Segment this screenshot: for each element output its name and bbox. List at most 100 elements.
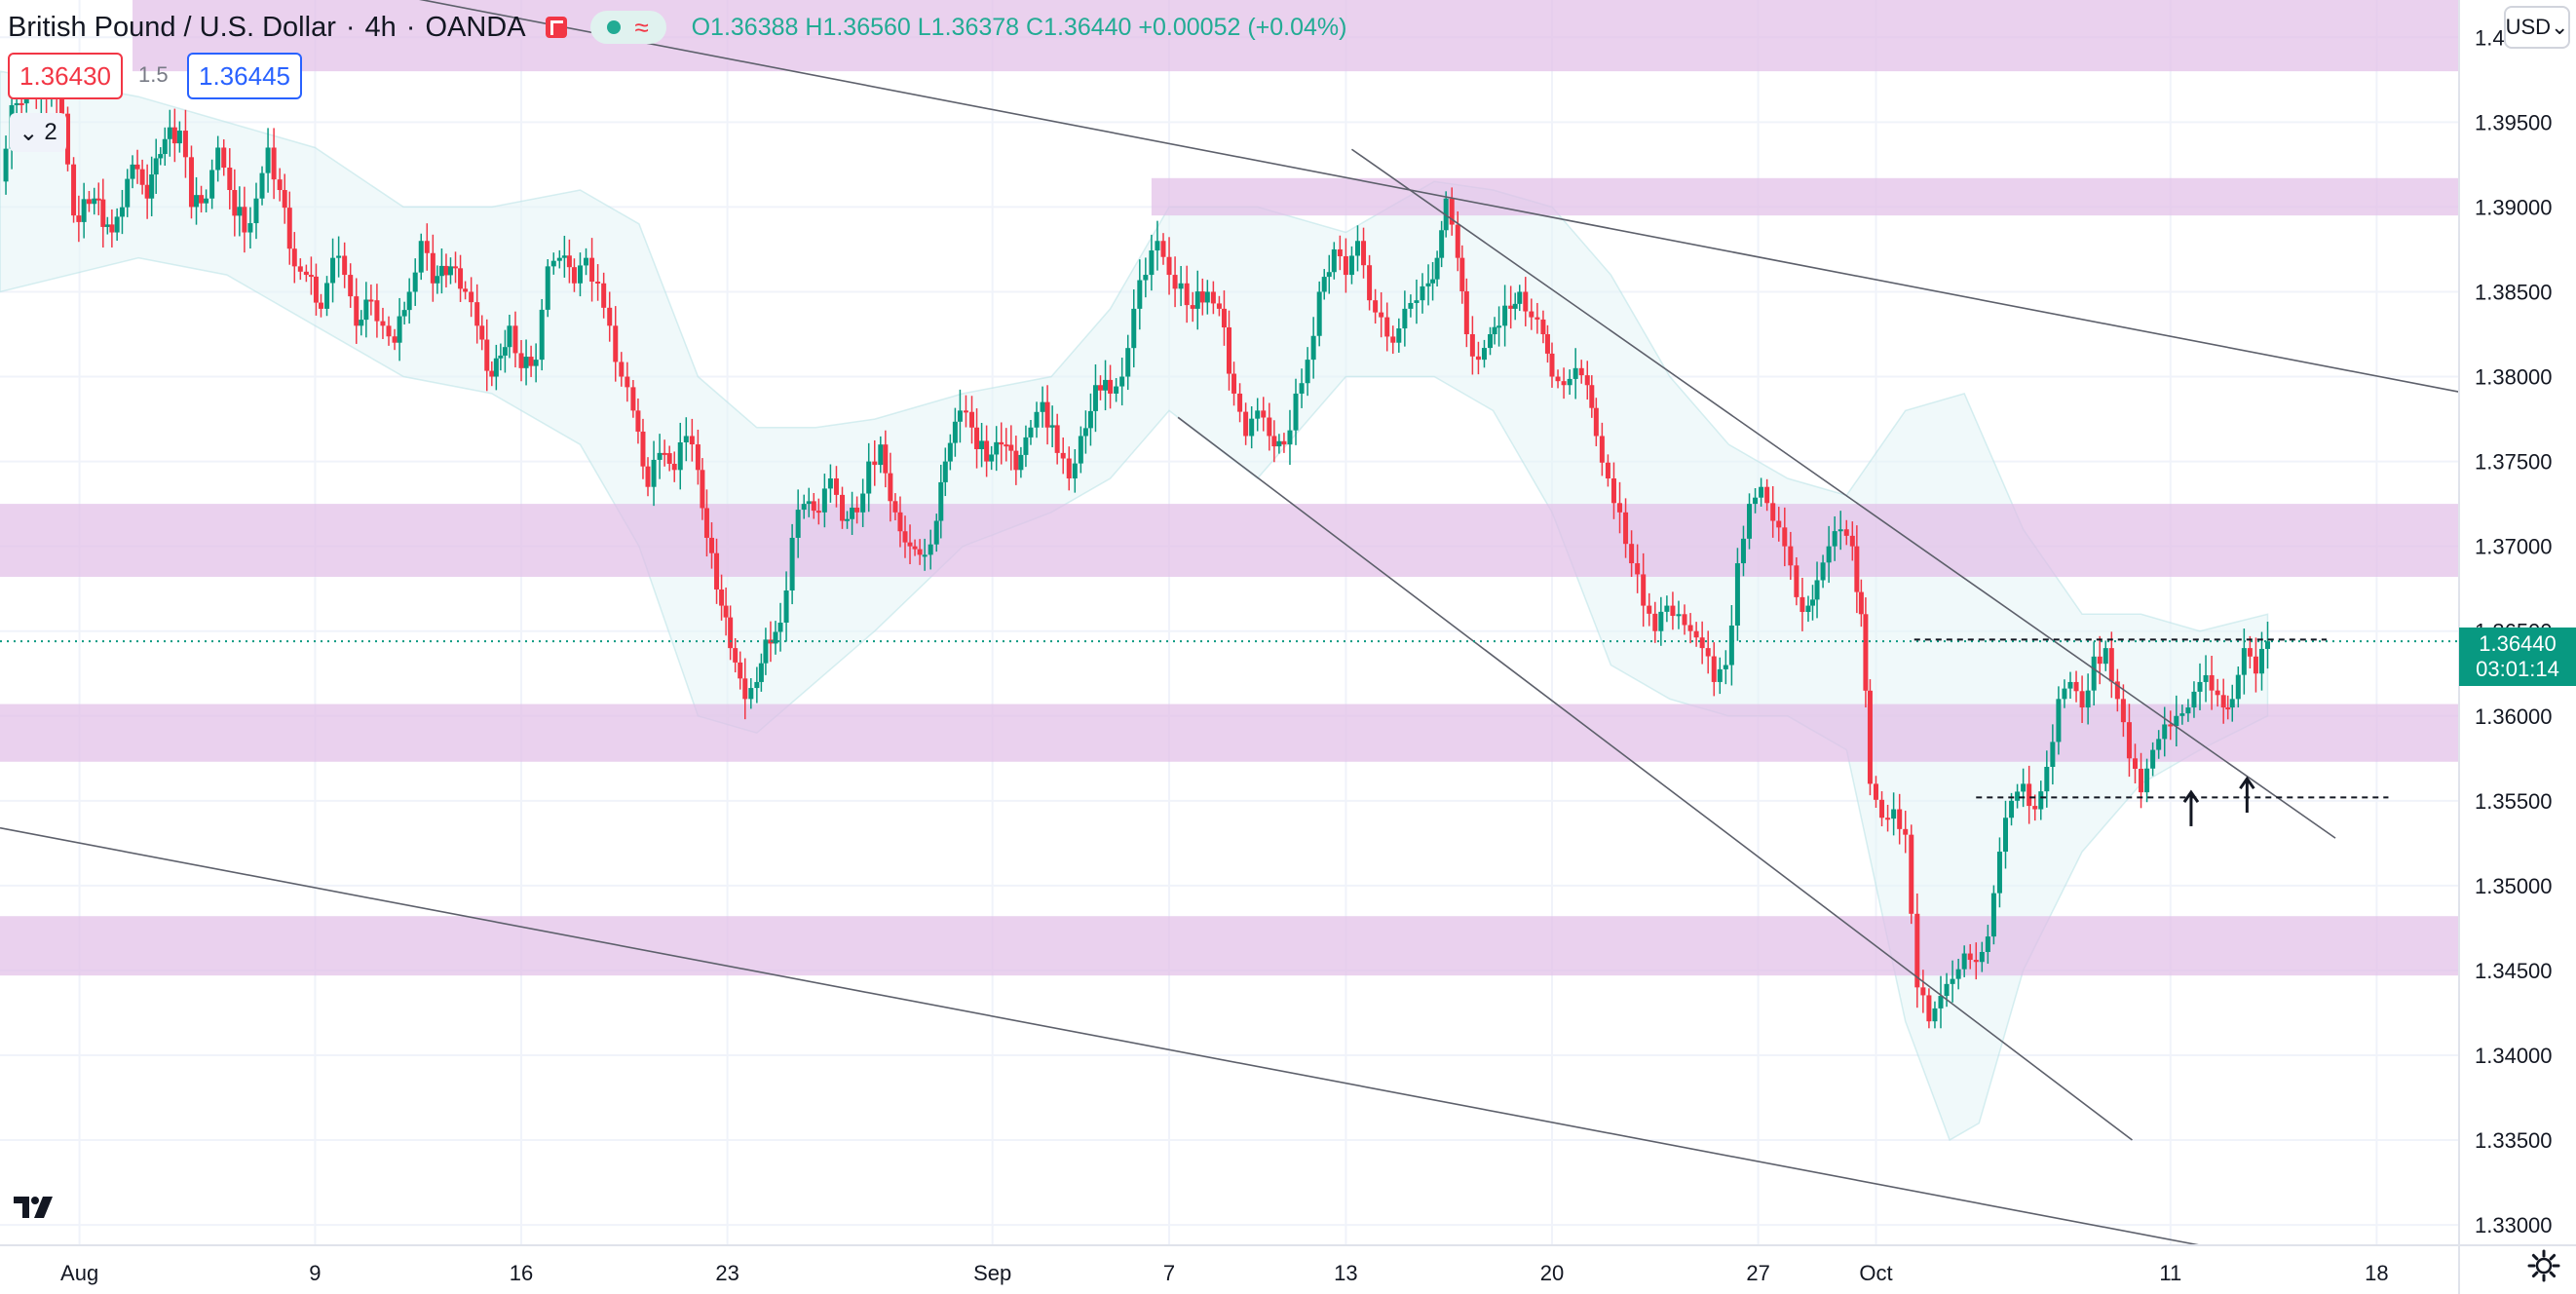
candle-body (489, 370, 495, 377)
buy-button[interactable]: 1.36445 (187, 53, 302, 99)
candle-body (999, 441, 1004, 445)
candle-body (286, 208, 292, 249)
candle-body (386, 325, 392, 337)
candle-body (1512, 303, 1518, 309)
candle-body (1747, 504, 1753, 539)
indicators-toggle[interactable]: ⌄ 2 (10, 113, 66, 152)
current-price-value: 1.36440 (2479, 631, 2557, 657)
candle-body (2197, 681, 2203, 692)
candle-body (969, 411, 975, 428)
tradingview-logo-icon[interactable] (12, 1189, 58, 1228)
candle-body (259, 172, 265, 199)
candle-body (897, 512, 903, 532)
gear-icon[interactable] (2527, 1249, 2560, 1282)
candle-body (330, 257, 336, 284)
candle-body (342, 255, 348, 276)
candle-body (1216, 303, 1222, 309)
candle-body (1430, 279, 1436, 284)
candle-body (640, 431, 646, 467)
candle-body (2085, 690, 2091, 708)
candle-body (850, 507, 855, 519)
candle-body (100, 199, 106, 227)
market-status-pill[interactable]: ≈ (589, 11, 666, 44)
candle-body (748, 688, 754, 700)
candle-body (994, 441, 1000, 455)
candle-body (1367, 265, 1373, 301)
candle-body (2241, 648, 2247, 675)
candle-body (474, 302, 480, 326)
candle-body (1408, 302, 1414, 309)
candle-body (625, 376, 630, 388)
candle-body (1676, 614, 1682, 617)
candle-body (2150, 749, 2156, 769)
candle-body (1589, 385, 1595, 408)
candle-body (1897, 809, 1903, 829)
candle-body (348, 275, 354, 297)
currency-select[interactable]: USD ⌄ (2504, 6, 2570, 49)
candle-body (2258, 648, 2264, 674)
trendline (0, 826, 2201, 1246)
supply-demand-zones (0, 0, 2460, 976)
candle-body (1782, 527, 1788, 547)
candle-body (1337, 248, 1343, 256)
candle-body (1687, 625, 1693, 631)
candle-body (989, 454, 995, 462)
candle-body (2062, 688, 2067, 700)
candle-body (171, 127, 177, 144)
candle-body (1544, 334, 1550, 354)
candle-body (2009, 800, 2015, 818)
change-value: +0.00052 (+0.04%) (1138, 13, 1347, 41)
candle-body (2265, 641, 2271, 649)
candle-body (728, 617, 734, 649)
candle-body (683, 436, 689, 442)
candle-body (2027, 783, 2032, 807)
price-tick-label: 1.34000 (2475, 1044, 2553, 1068)
candle-body (1402, 308, 1408, 329)
candle-body (1932, 1008, 1938, 1022)
symbol-title[interactable]: British Pound / U.S. Dollar (8, 11, 336, 43)
candle-body (1087, 410, 1093, 429)
candle-body (374, 300, 380, 322)
candle-body (947, 442, 953, 462)
candle-body (922, 554, 928, 557)
price-tick-label: 1.35000 (2475, 874, 2553, 898)
candle-body (76, 215, 82, 222)
candle-body (833, 478, 839, 495)
candle-body (149, 174, 155, 199)
candle-body (1567, 378, 1572, 386)
candle-body (635, 410, 641, 432)
candle-body (209, 170, 215, 199)
header-separator: · (405, 11, 416, 43)
price-tick-label: 1.38500 (2475, 280, 2553, 304)
candle-body (1066, 458, 1072, 479)
candle-body (2067, 681, 2073, 689)
candle-body (1310, 335, 1316, 361)
candle-body (313, 276, 319, 303)
candle-body (1354, 241, 1360, 256)
candle-body (2056, 699, 2062, 742)
candle-body (1210, 291, 1216, 304)
interval-label[interactable]: 4h (364, 11, 397, 43)
sell-button[interactable]: 1.36430 (8, 53, 123, 99)
candle-body (1178, 283, 1184, 289)
candle-body (199, 195, 205, 204)
candle-body (1125, 348, 1131, 377)
candle-body (1082, 428, 1088, 437)
candle-body (1137, 280, 1143, 309)
candle-body (401, 310, 407, 317)
candle-body (1973, 960, 1979, 963)
candle-body (539, 309, 545, 361)
candle-body (1243, 411, 1249, 437)
candle-body (1647, 605, 1652, 614)
candle-body (134, 164, 140, 170)
candle-body (2174, 715, 2179, 727)
candle-body (571, 267, 577, 284)
candle-body (125, 178, 131, 208)
low-value: L1.36378 (917, 13, 1020, 41)
trendline (419, 0, 2460, 393)
candle-body (577, 265, 583, 284)
candle-body (1641, 574, 1647, 606)
flag-icon[interactable] (545, 17, 567, 38)
candle-body (1617, 503, 1623, 513)
